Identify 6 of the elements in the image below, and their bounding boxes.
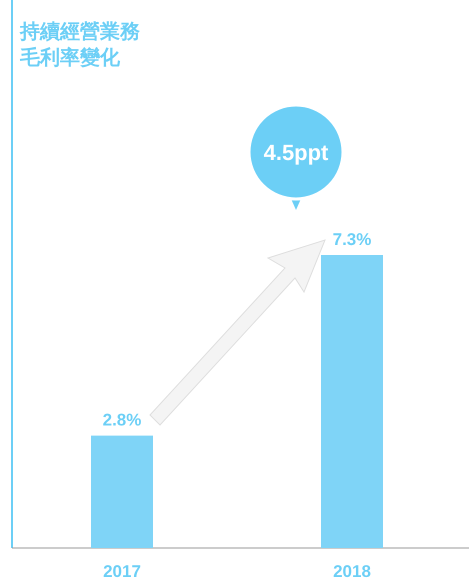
data-label: 2.8% [102,410,142,430]
title: 持續經營業務毛利率變化 [20,21,140,69]
text: 4.5ppt [264,140,330,165]
x-tick-label: 2018 [333,562,371,579]
x-tick-label: 2017 [103,562,141,579]
data-label: 7.3% [332,230,372,249]
